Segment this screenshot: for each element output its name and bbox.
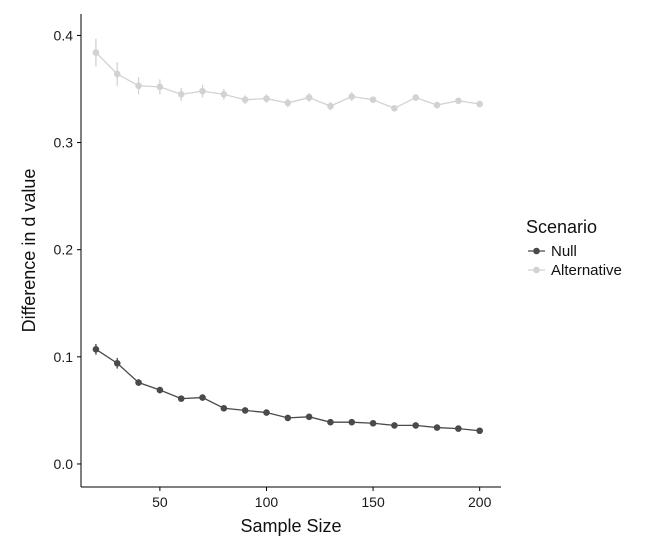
data-point — [178, 395, 185, 402]
data-point — [412, 422, 419, 429]
data-point — [455, 97, 462, 104]
data-point — [199, 88, 206, 95]
data-point — [455, 425, 462, 432]
data-point — [93, 49, 100, 56]
axes: 0.0 0.1 0.2 0.3 0.4 50 100 150 200 — [54, 14, 501, 510]
y-tick-label: 0.1 — [54, 349, 74, 365]
data-point — [434, 424, 441, 431]
legend-key-point — [533, 267, 540, 274]
legend-item-alternative: Alternative — [528, 262, 622, 279]
legend-item-null: Null — [528, 243, 577, 260]
x-tick-label: 100 — [255, 494, 279, 510]
data-point — [135, 379, 142, 386]
data-point — [412, 94, 419, 101]
y-tick-label: 0.0 — [54, 456, 74, 472]
data-point — [199, 394, 206, 401]
data-point — [476, 427, 483, 434]
y-tick-label: 0.3 — [54, 135, 74, 151]
x-tick-label: 200 — [468, 494, 492, 510]
data-point — [263, 409, 270, 416]
y-axis-title: Difference in d value — [19, 169, 39, 333]
data-point — [370, 420, 377, 427]
plot-area — [93, 39, 483, 434]
legend-key-point — [533, 248, 540, 255]
data-point — [157, 387, 164, 394]
data-point — [348, 93, 355, 100]
data-point — [285, 415, 292, 422]
data-point — [114, 71, 121, 78]
data-point — [306, 414, 313, 421]
data-point — [306, 94, 313, 101]
x-axis-title: Sample Size — [240, 516, 341, 536]
data-point — [391, 422, 398, 429]
legend: Scenario Null Alternative — [526, 217, 622, 279]
data-point — [370, 96, 377, 103]
data-point — [434, 102, 441, 109]
data-point — [263, 95, 270, 102]
data-point — [178, 91, 185, 98]
y-tick-label: 0.2 — [54, 242, 74, 258]
data-point — [285, 100, 292, 107]
y-tick-label: 0.4 — [54, 27, 74, 43]
data-point — [327, 419, 334, 426]
series-null — [93, 344, 483, 434]
data-point — [221, 91, 228, 98]
data-point — [327, 103, 334, 110]
data-point — [221, 405, 228, 412]
data-point — [157, 84, 164, 91]
data-point — [93, 346, 100, 353]
legend-label: Alternative — [551, 262, 622, 279]
data-point — [348, 419, 355, 426]
x-tick-label: 50 — [152, 494, 168, 510]
data-point — [391, 105, 398, 112]
x-tick-label: 150 — [361, 494, 385, 510]
series-alternative — [93, 39, 483, 112]
data-point — [476, 101, 483, 108]
data-point — [242, 407, 249, 414]
legend-title: Scenario — [526, 217, 597, 237]
legend-label: Null — [551, 243, 577, 260]
legend-items: Null Alternative — [528, 243, 622, 279]
x-ticks: 50 100 150 200 — [152, 487, 491, 510]
data-point — [114, 360, 121, 367]
data-point — [242, 96, 249, 103]
data-point — [135, 82, 142, 89]
y-ticks: 0.0 0.1 0.2 0.3 0.4 — [54, 27, 81, 472]
